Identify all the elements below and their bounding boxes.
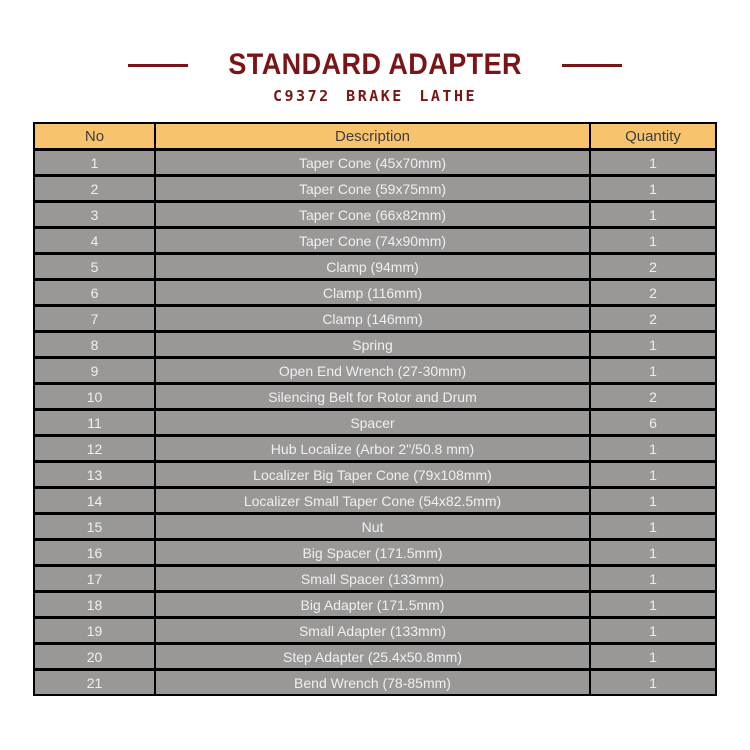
title-rule-right — [562, 63, 623, 67]
table-row: 6 Clamp (116mm) 2 — [33, 278, 717, 307]
cell-description: Taper Cone (59x75mm) — [154, 174, 591, 203]
table-body: 1 Taper Cone (45x70mm) 1 2 Taper Cone (59x75… — [33, 148, 717, 696]
cell-quantity: 1 — [589, 564, 717, 593]
cell-quantity: 1 — [589, 486, 717, 515]
cell-quantity: 1 — [589, 512, 717, 541]
table-row: 17 Small Spacer (133mm) 1 — [33, 564, 717, 593]
cell-quantity: 1 — [589, 668, 717, 696]
cell-quantity: 1 — [589, 590, 717, 619]
header-row: No Description Quantity — [33, 122, 717, 151]
cell-no: 9 — [33, 356, 156, 385]
table-row: 11 Spacer 6 — [33, 408, 717, 437]
column-header-description: Description — [154, 122, 591, 151]
title-row: STANDARD ADAPTER — [0, 0, 750, 80]
table-header: No Description Quantity — [33, 122, 717, 151]
cell-description: Silencing Belt for Rotor and Drum — [154, 382, 591, 411]
cell-no: 16 — [33, 538, 156, 567]
table-row: 18 Big Adapter (171.5mm) 1 — [33, 590, 717, 619]
cell-quantity: 2 — [589, 382, 717, 411]
table-row: 21 Bend Wrench (78-85mm) 1 — [33, 668, 717, 696]
cell-quantity: 1 — [589, 330, 717, 359]
cell-description: Open End Wrench (27-30mm) — [154, 356, 591, 385]
column-header-quantity: Quantity — [589, 122, 717, 151]
cell-no: 7 — [33, 304, 156, 333]
cell-description: Small Adapter (133mm) — [154, 616, 591, 645]
table-row: 10 Silencing Belt for Rotor and Drum 2 — [33, 382, 717, 411]
cell-description: Clamp (94mm) — [154, 252, 591, 281]
cell-quantity: 1 — [589, 174, 717, 203]
cell-quantity: 1 — [589, 642, 717, 671]
cell-quantity: 1 — [589, 148, 717, 177]
cell-description: Localizer Small Taper Cone (54x82.5mm) — [154, 486, 591, 515]
cell-description: Taper Cone (66x82mm) — [154, 200, 591, 229]
cell-quantity: 1 — [589, 616, 717, 645]
parts-table: No Description Quantity 1 Taper Cone (45x… — [33, 122, 717, 696]
cell-quantity: 6 — [589, 408, 717, 437]
table-row: 4 Taper Cone (74x90mm) 1 — [33, 226, 717, 255]
cell-description: Nut — [154, 512, 591, 541]
cell-quantity: 1 — [589, 434, 717, 463]
cell-description: Clamp (146mm) — [154, 304, 591, 333]
cell-no: 1 — [33, 148, 156, 177]
cell-quantity: 1 — [589, 226, 717, 255]
table-row: 13 Localizer Big Taper Cone (79x108mm) 1 — [33, 460, 717, 489]
cell-no: 4 — [33, 226, 156, 255]
table-row: 1 Taper Cone (45x70mm) 1 — [33, 148, 717, 177]
cell-description: Hub Localize (Arbor 2"/50.8 mm) — [154, 434, 591, 463]
table-row: 20 Step Adapter (25.4x50.8mm) 1 — [33, 642, 717, 671]
title-rule-left — [127, 63, 188, 67]
cell-quantity: 2 — [589, 304, 717, 333]
table-row: 14 Localizer Small Taper Cone (54x82.5mm)… — [33, 486, 717, 515]
cell-description: Taper Cone (74x90mm) — [154, 226, 591, 255]
cell-no: 11 — [33, 408, 156, 437]
cell-no: 8 — [33, 330, 156, 359]
column-header-no: No — [33, 122, 156, 151]
cell-no: 21 — [33, 668, 156, 696]
cell-quantity: 1 — [589, 200, 717, 229]
cell-description: Clamp (116mm) — [154, 278, 591, 307]
page-title: STANDARD ADAPTER — [228, 48, 522, 81]
cell-no: 12 — [33, 434, 156, 463]
cell-no: 3 — [33, 200, 156, 229]
table-row: 3 Taper Cone (66x82mm) 1 — [33, 200, 717, 229]
page-subtitle: C9372 BRAKE LATHE — [272, 87, 478, 105]
cell-description: Spacer — [154, 408, 591, 437]
table-row: 8 Spring 1 — [33, 330, 717, 359]
cell-description: Big Spacer (171.5mm) — [154, 538, 591, 567]
cell-no: 10 — [33, 382, 156, 411]
cell-no: 13 — [33, 460, 156, 489]
cell-no: 20 — [33, 642, 156, 671]
cell-quantity: 1 — [589, 356, 717, 385]
cell-description: Spring — [154, 330, 591, 359]
table-row: 9 Open End Wrench (27-30mm) 1 — [33, 356, 717, 385]
cell-description: Taper Cone (45x70mm) — [154, 148, 591, 177]
cell-quantity: 1 — [589, 460, 717, 489]
cell-quantity: 2 — [589, 278, 717, 307]
cell-no: 19 — [33, 616, 156, 645]
table-row: 19 Small Adapter (133mm) 1 — [33, 616, 717, 645]
cell-no: 17 — [33, 564, 156, 593]
cell-description: Small Spacer (133mm) — [154, 564, 591, 593]
cell-description: Localizer Big Taper Cone (79x108mm) — [154, 460, 591, 489]
table-row: 7 Clamp (146mm) 2 — [33, 304, 717, 333]
cell-no: 5 — [33, 252, 156, 281]
cell-no: 18 — [33, 590, 156, 619]
table-row: 16 Big Spacer (171.5mm) 1 — [33, 538, 717, 567]
cell-no: 14 — [33, 486, 156, 515]
table-row: 12 Hub Localize (Arbor 2"/50.8 mm) 1 — [33, 434, 717, 463]
cell-description: Step Adapter (25.4x50.8mm) — [154, 642, 591, 671]
table-row: 5 Clamp (94mm) 2 — [33, 252, 717, 281]
table-row: 15 Nut 1 — [33, 512, 717, 541]
cell-description: Big Adapter (171.5mm) — [154, 590, 591, 619]
cell-quantity: 2 — [589, 252, 717, 281]
cell-quantity: 1 — [589, 538, 717, 567]
table-row: 2 Taper Cone (59x75mm) 1 — [33, 174, 717, 203]
cell-no: 2 — [33, 174, 156, 203]
cell-no: 6 — [33, 278, 156, 307]
cell-no: 15 — [33, 512, 156, 541]
cell-description: Bend Wrench (78-85mm) — [154, 668, 591, 696]
